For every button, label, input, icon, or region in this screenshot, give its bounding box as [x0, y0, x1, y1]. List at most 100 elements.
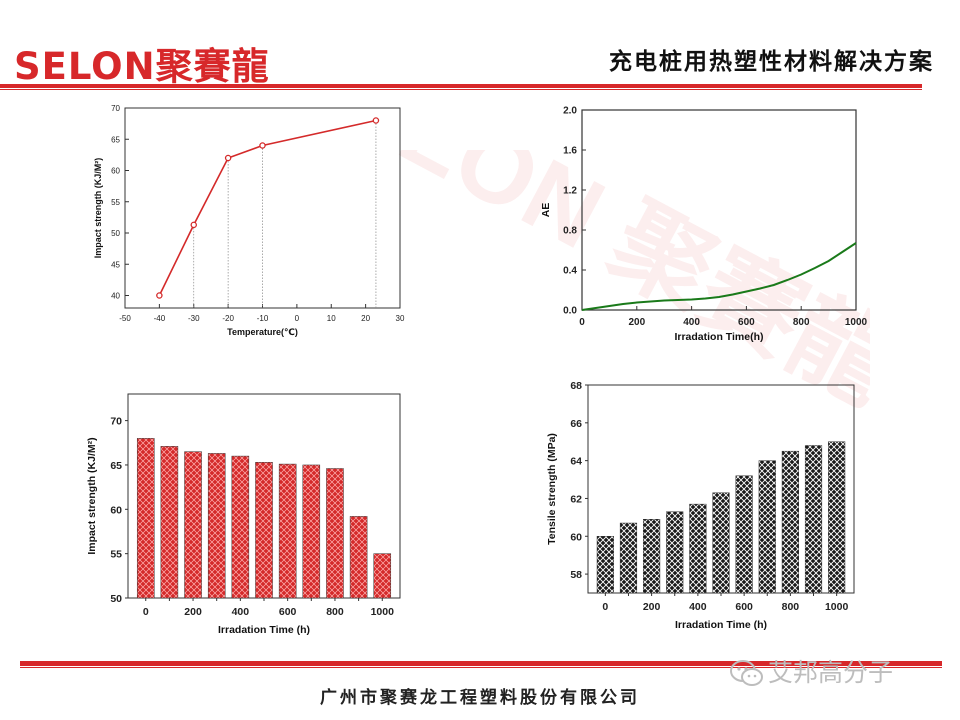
y-tick-label: 50: [111, 229, 120, 238]
y-tick-label: 1.2: [563, 186, 577, 197]
header-divider-thin: [0, 89, 922, 90]
footer-divider-thin: [20, 667, 942, 668]
x-tick-label: -50: [119, 314, 131, 323]
x-tick-label: 0: [579, 317, 585, 328]
bar: [666, 511, 684, 594]
plot-frame: [581, 109, 857, 311]
bar: [643, 519, 661, 594]
x-tick-label: 200: [184, 606, 202, 618]
x-tick-label: 30: [396, 314, 405, 323]
chart-irradiation-ae: 0 200 400 600 800 1000 0.0 0.4 0.8 1.2 1.6 2.0 Irrad…: [540, 106, 868, 344]
x-tick-label: 400: [232, 606, 250, 618]
y-tick-label: 55: [110, 549, 122, 561]
x-tick-label: 200: [628, 317, 645, 328]
x-tick-label: 0: [143, 606, 149, 618]
y-tick-label: 55: [111, 198, 120, 207]
y-tick-label: 66: [570, 418, 582, 430]
chart-temperature-impact: -50 -40 -30 -20 -10 0 10 20 30 40 45 50 55 60 65 70 Temp…: [93, 104, 405, 337]
y-tick-label: 0.4: [563, 266, 577, 277]
company-name: 广州市聚赛龙工程塑料股份有限公司: [320, 688, 640, 708]
y-tick-label: 60: [570, 531, 582, 543]
y-tick-label: 0.8: [563, 226, 577, 237]
x-tick-label: 600: [279, 606, 297, 618]
x-axis-label: Irradation Time(h): [674, 331, 763, 343]
bar: [373, 553, 392, 599]
footer-divider: [20, 661, 942, 666]
x-tick-label: 0: [602, 601, 608, 613]
y-tick-label: 50: [110, 593, 122, 605]
y-axis-label: Impact strength (KJ/M²): [93, 158, 103, 259]
x-tick-label: 20: [361, 314, 370, 323]
data-point: [259, 142, 266, 149]
x-tick-label: 600: [735, 601, 753, 613]
data-point: [190, 221, 198, 229]
bar: [758, 460, 776, 594]
brand-logo: SELON聚賽龍: [14, 36, 270, 90]
y-tick-label: 60: [111, 167, 120, 176]
data-point: [372, 117, 380, 124]
wechat-badge: 艾邦高分子: [730, 653, 940, 693]
x-tick-label: 600: [738, 317, 755, 328]
series-line: [158, 119, 377, 296]
chart-irradiation-tensile: 0 200 400 600 800 1000 58 60 62 64 66 68 Irradation …: [546, 380, 855, 631]
x-tick-label: 800: [782, 601, 800, 613]
bar: [781, 450, 799, 594]
x-axis-label: Irradation Time (h): [218, 624, 310, 636]
slide-title: 充电桩用热塑性材料解决方案: [609, 48, 934, 75]
wechat-label: 艾邦高分子: [768, 658, 894, 687]
x-tick-label: 10: [327, 314, 336, 323]
data-point: [156, 292, 163, 299]
x-tick-label: 1000: [371, 606, 395, 618]
y-tick-label: 45: [111, 260, 120, 269]
y-tick-label: 0.0: [563, 306, 577, 317]
y-tick-label: 60: [110, 504, 122, 516]
y-tick-label: 68: [570, 380, 582, 392]
x-tick-label: -20: [222, 314, 234, 323]
x-tick-label: 1000: [825, 601, 849, 613]
y-tick-label: 58: [570, 569, 582, 581]
y-axis-label: Impact strength (KJ/M²): [86, 437, 98, 554]
y-axis-label: Tensile strength (MPa): [546, 433, 558, 545]
bar: [828, 441, 846, 594]
x-tick-label: -10: [257, 314, 269, 323]
chart-irradiation-impact: 0 200 400 600 800 1000 50 55 60 65 70 Irradation Ti…: [86, 393, 401, 636]
y-tick-label: 64: [570, 456, 582, 468]
bar: [136, 438, 155, 599]
x-axis-label: Temperature(℃): [227, 327, 298, 337]
bar: [302, 464, 321, 599]
bar: [689, 503, 707, 594]
bar: [207, 453, 226, 599]
y-tick-label: 40: [111, 292, 120, 301]
x-axis-label: Irradation Time (h): [675, 619, 767, 631]
bar: [184, 451, 202, 599]
data-point: [224, 154, 232, 162]
bar: [735, 475, 753, 594]
x-tick-label: 400: [689, 601, 707, 613]
x-tick-label: 1000: [845, 317, 868, 328]
header-divider: [0, 84, 922, 88]
y-tick-label: 1.6: [563, 146, 577, 157]
bar: [596, 536, 614, 594]
bar: [255, 462, 273, 599]
y-axis-label: AE: [540, 203, 552, 218]
x-tick-label: -40: [154, 314, 166, 323]
x-tick-label: -30: [188, 314, 200, 323]
logo-text: SELON聚賽龍: [14, 45, 270, 88]
x-tick-label: 200: [643, 601, 661, 613]
bar: [278, 463, 297, 599]
bar: [231, 455, 250, 599]
x-tick-label: 0: [295, 314, 300, 323]
y-tick-label: 70: [111, 104, 120, 113]
bar: [326, 468, 344, 599]
bar: [619, 522, 638, 594]
x-tick-label: 800: [326, 606, 344, 618]
bar: [804, 445, 823, 594]
y-tick-label: 62: [570, 493, 582, 505]
y-tick-label: 65: [110, 460, 122, 472]
x-tick-label: 800: [793, 317, 810, 328]
y-tick-label: 65: [111, 135, 120, 144]
bar: [712, 492, 730, 594]
bar: [349, 516, 368, 599]
x-tick-label: 400: [683, 317, 700, 328]
y-tick-label: 2.0: [563, 106, 577, 117]
